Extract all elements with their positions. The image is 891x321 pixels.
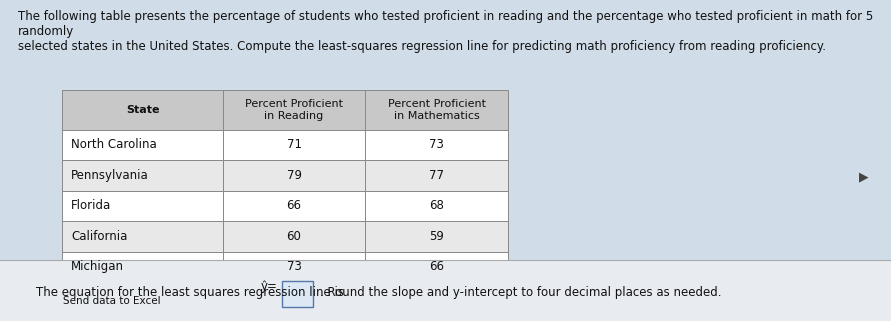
Text: Michigan: Michigan bbox=[71, 260, 124, 273]
Bar bbox=[365, 221, 508, 252]
Text: Percent Proficient
in Reading: Percent Proficient in Reading bbox=[245, 99, 343, 120]
Text: 68: 68 bbox=[429, 199, 444, 212]
Text: Pennsylvania: Pennsylvania bbox=[71, 169, 149, 182]
Bar bbox=[62, 191, 223, 221]
Bar bbox=[62, 160, 223, 191]
Bar bbox=[223, 191, 365, 221]
Bar bbox=[223, 90, 365, 130]
Bar bbox=[0, 260, 891, 321]
Text: 77: 77 bbox=[429, 169, 444, 182]
Bar bbox=[365, 130, 508, 160]
Text: 71: 71 bbox=[287, 138, 301, 151]
Bar bbox=[62, 221, 223, 252]
Bar bbox=[365, 191, 508, 221]
Text: . Round the slope and y-intercept to four decimal places as needed.: . Round the slope and y-intercept to fou… bbox=[320, 286, 722, 299]
Text: 79: 79 bbox=[287, 169, 301, 182]
Bar bbox=[365, 252, 508, 282]
Bar bbox=[223, 221, 365, 252]
Bar bbox=[53, 290, 169, 313]
Text: 66: 66 bbox=[429, 260, 444, 273]
Text: The equation for the least squares regression line is: The equation for the least squares regre… bbox=[36, 286, 347, 299]
Bar bbox=[223, 130, 365, 160]
Bar bbox=[223, 252, 365, 282]
Text: North Carolina: North Carolina bbox=[71, 138, 157, 151]
Text: 73: 73 bbox=[287, 260, 301, 273]
Text: California: California bbox=[71, 230, 127, 243]
Text: ŷ=: ŷ= bbox=[260, 280, 277, 293]
Text: Florida: Florida bbox=[71, 199, 111, 212]
Bar bbox=[282, 281, 313, 307]
Text: ▶: ▶ bbox=[860, 170, 869, 183]
Text: The following table presents the percentage of students who tested proficient in: The following table presents the percent… bbox=[18, 10, 873, 53]
Text: 60: 60 bbox=[287, 230, 301, 243]
Text: Percent Proficient
in Mathematics: Percent Proficient in Mathematics bbox=[388, 99, 486, 120]
Text: 66: 66 bbox=[287, 199, 301, 212]
Bar bbox=[62, 130, 223, 160]
Text: 59: 59 bbox=[429, 230, 444, 243]
Bar bbox=[62, 252, 223, 282]
Bar bbox=[223, 160, 365, 191]
Bar bbox=[365, 160, 508, 191]
Bar bbox=[365, 90, 508, 130]
Text: Send data to Excel: Send data to Excel bbox=[62, 296, 160, 306]
Text: 73: 73 bbox=[429, 138, 444, 151]
Bar bbox=[62, 90, 223, 130]
Text: State: State bbox=[126, 105, 159, 115]
